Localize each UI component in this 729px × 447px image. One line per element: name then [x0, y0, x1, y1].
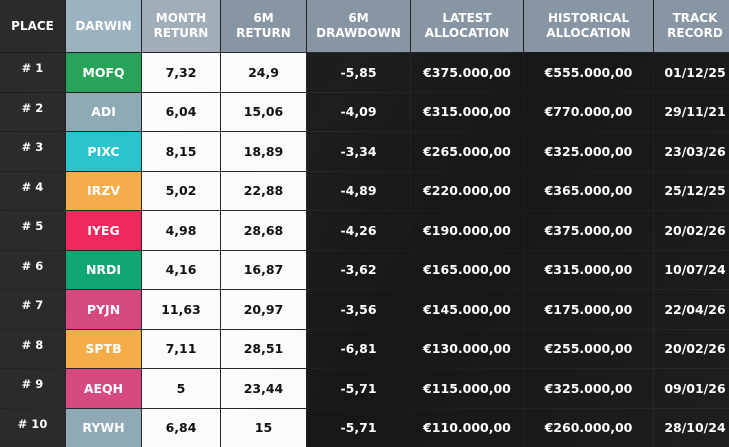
month-return-cell: 8,15	[142, 132, 220, 171]
month-return-cell: 7,11	[142, 329, 220, 368]
historical-allocation-cell: €175.000,00	[524, 290, 653, 329]
latest-allocation-cell: €220.000,00	[411, 171, 523, 210]
track-record-cell: 22/04/26	[654, 290, 729, 329]
latest-allocation-cell: €375.000,00	[411, 53, 523, 92]
historical-allocation-cell: €315.000,00	[524, 250, 653, 289]
place-cell: # 2	[0, 92, 65, 131]
6m-return-cell: 28,51	[221, 329, 306, 368]
historical-allocation-cell: €375.000,00	[524, 211, 653, 250]
track-record-cell: 09/01/26	[654, 369, 729, 408]
historical-allocation-cell: €255.000,00	[524, 329, 653, 368]
darwin-cell: ADI	[66, 92, 141, 131]
darwin-cell: SPTB	[66, 329, 141, 368]
place-cell: # 8	[0, 329, 65, 368]
6m-return-cell: 23,44	[221, 369, 306, 408]
6m-drawdown-cell: -6,81	[307, 329, 410, 368]
month-return-cell: 4,98	[142, 211, 220, 250]
latest-allocation-cell: €315.000,00	[411, 92, 523, 131]
column-header: LATEST ALLOCATION	[411, 0, 523, 52]
track-record-cell: 28/10/24	[654, 408, 729, 447]
latest-allocation-cell: €110.000,00	[411, 408, 523, 447]
historical-allocation-cell: €325.000,00	[524, 132, 653, 171]
place-cell: # 10	[0, 408, 65, 447]
month-return-cell: 6,84	[142, 408, 220, 447]
historical-allocation-cell: €325.000,00	[524, 369, 653, 408]
place-cell: # 1	[0, 53, 65, 92]
latest-allocation-cell: €165.000,00	[411, 250, 523, 289]
track-record-cell: 23/03/26	[654, 132, 729, 171]
month-return-cell: 5	[142, 369, 220, 408]
6m-return-cell: 20,97	[221, 290, 306, 329]
darwin-cell: MOFQ	[66, 53, 141, 92]
historical-allocation-cell: €365.000,00	[524, 171, 653, 210]
6m-drawdown-cell: -5,71	[307, 408, 410, 447]
month-return-cell: 5,02	[142, 171, 220, 210]
column-header: 6M RETURN	[221, 0, 306, 52]
column-header: DARWIN	[66, 0, 141, 52]
6m-drawdown-cell: -4,89	[307, 171, 410, 210]
6m-drawdown-cell: -4,09	[307, 92, 410, 131]
month-return-cell: 6,04	[142, 92, 220, 131]
6m-drawdown-cell: -5,71	[307, 369, 410, 408]
place-cell: # 3	[0, 132, 65, 171]
historical-allocation-cell: €260.000,00	[524, 408, 653, 447]
6m-drawdown-cell: -3,62	[307, 250, 410, 289]
historical-allocation-cell: €555.000,00	[524, 53, 653, 92]
6m-drawdown-cell: -5,85	[307, 53, 410, 92]
column-header: TRACK RECORD	[654, 0, 729, 52]
month-return-cell: 11,63	[142, 290, 220, 329]
latest-allocation-cell: €145.000,00	[411, 290, 523, 329]
track-record-cell: 10/07/24	[654, 250, 729, 289]
6m-drawdown-cell: -4,26	[307, 211, 410, 250]
month-return-cell: 4,16	[142, 250, 220, 289]
track-record-cell: 20/02/26	[654, 329, 729, 368]
column-header: MONTH RETURN	[142, 0, 220, 52]
6m-return-cell: 16,87	[221, 250, 306, 289]
darwin-cell: IRZV	[66, 171, 141, 210]
track-record-cell: 20/02/26	[654, 211, 729, 250]
darwin-cell: RYWH	[66, 408, 141, 447]
6m-drawdown-cell: -3,34	[307, 132, 410, 171]
place-cell: # 7	[0, 290, 65, 329]
track-record-cell: 25/12/25	[654, 171, 729, 210]
6m-return-cell: 24,9	[221, 53, 306, 92]
6m-return-cell: 18,89	[221, 132, 306, 171]
darwin-cell: PYJN	[66, 290, 141, 329]
column-header: PLACE	[0, 0, 65, 52]
6m-return-cell: 22,88	[221, 171, 306, 210]
darwin-cell: AEQH	[66, 369, 141, 408]
track-record-cell: 29/11/21	[654, 92, 729, 131]
6m-return-cell: 28,68	[221, 211, 306, 250]
place-cell: # 4	[0, 171, 65, 210]
6m-return-cell: 15,06	[221, 92, 306, 131]
darwin-cell: IYEG	[66, 211, 141, 250]
6m-return-cell: 15	[221, 408, 306, 447]
place-cell: # 9	[0, 369, 65, 408]
place-cell: # 6	[0, 250, 65, 289]
darwin-cell: PIXC	[66, 132, 141, 171]
column-header: 6M DRAWDOWN	[307, 0, 410, 52]
latest-allocation-cell: €115.000,00	[411, 369, 523, 408]
latest-allocation-cell: €190.000,00	[411, 211, 523, 250]
column-header: HISTORICAL ALLOCATION	[524, 0, 653, 52]
6m-drawdown-cell: -3,56	[307, 290, 410, 329]
latest-allocation-cell: €265.000,00	[411, 132, 523, 171]
track-record-cell: 01/12/25	[654, 53, 729, 92]
month-return-cell: 7,32	[142, 53, 220, 92]
darwin-cell: NRDI	[66, 250, 141, 289]
historical-allocation-cell: €770.000,00	[524, 92, 653, 131]
place-cell: # 5	[0, 211, 65, 250]
latest-allocation-cell: €130.000,00	[411, 329, 523, 368]
